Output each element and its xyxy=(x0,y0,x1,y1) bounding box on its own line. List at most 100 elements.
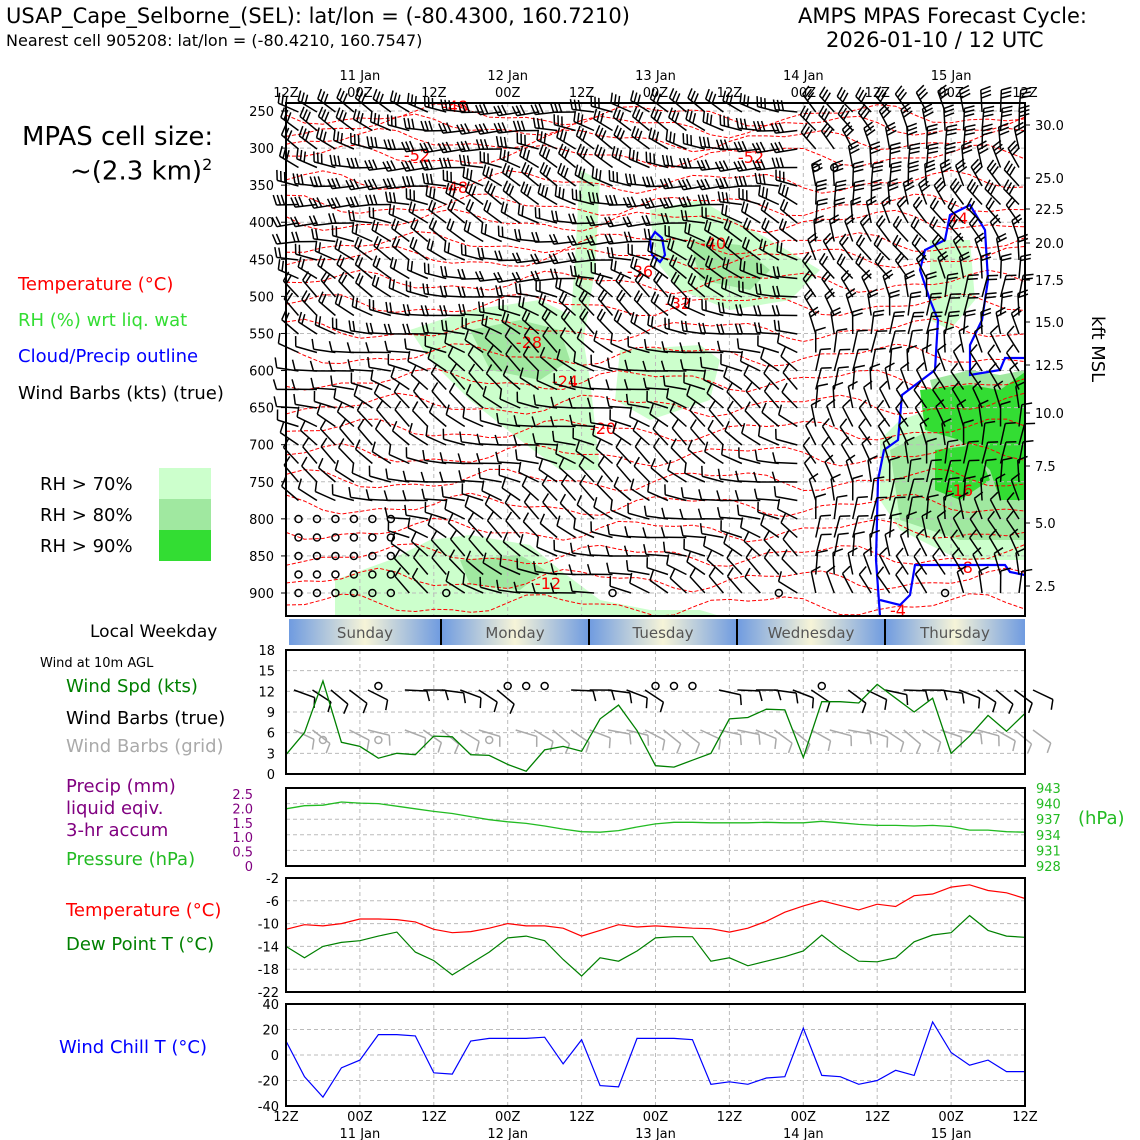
wind-barb xyxy=(758,184,780,206)
wind-barb xyxy=(687,88,706,113)
barb-shaft xyxy=(522,354,540,372)
barb-shaft xyxy=(851,349,859,372)
barb-flag xyxy=(406,259,410,270)
barb-flag xyxy=(857,89,865,100)
barb-flag xyxy=(1017,233,1028,239)
windchill-tick-label: 0 xyxy=(271,1049,279,1064)
wind-barb xyxy=(684,296,706,317)
barb-flag xyxy=(782,171,785,183)
wind-barb-10m xyxy=(441,689,467,704)
barb-flag xyxy=(642,377,647,389)
barb-flag xyxy=(498,250,503,261)
barb-flag xyxy=(538,103,544,114)
wind-barb xyxy=(980,85,992,113)
wind-barb xyxy=(576,143,595,169)
wind-barb xyxy=(389,256,410,280)
wind-barb xyxy=(851,514,869,538)
barb-shaft xyxy=(858,426,872,446)
barb-flag xyxy=(746,96,750,107)
barb-flag xyxy=(422,283,426,294)
barb-flag xyxy=(465,199,471,210)
barb-flag xyxy=(541,308,549,319)
barb-flag xyxy=(960,92,971,99)
wind-barb xyxy=(608,170,632,187)
barb-flag xyxy=(357,257,364,268)
barb-flag xyxy=(483,139,489,150)
barb-flag xyxy=(661,154,666,166)
wind-barb xyxy=(643,505,669,520)
kft-tick-label: 7.5 xyxy=(1035,460,1056,475)
barb-flag xyxy=(765,188,769,199)
barb-shaft xyxy=(888,330,896,353)
wind-barb xyxy=(384,191,410,206)
barb-flag xyxy=(869,145,881,151)
wind-barb xyxy=(720,444,743,465)
barb-flag xyxy=(464,181,470,192)
barb-flag xyxy=(274,357,278,368)
wind-barb xyxy=(738,280,761,298)
wind-barb xyxy=(640,197,669,209)
wind-barb xyxy=(851,364,865,390)
barb-flag xyxy=(733,161,740,172)
wind-barb xyxy=(1011,214,1023,242)
barb-flag xyxy=(982,127,993,132)
wind-barb xyxy=(904,270,916,298)
wind-barb xyxy=(354,88,373,113)
barb-flag xyxy=(755,142,762,153)
pressure-tick-label: 937 xyxy=(1036,813,1061,828)
barb-flag xyxy=(524,164,530,175)
barb-flag xyxy=(308,198,315,209)
barb-flag xyxy=(735,117,740,129)
barb-shaft xyxy=(906,348,909,372)
barb-flag xyxy=(291,359,296,371)
wind-barb xyxy=(442,169,465,187)
wind-barb xyxy=(807,232,819,261)
barb-flag xyxy=(372,159,378,170)
wind-barb xyxy=(276,169,299,187)
wind-barb xyxy=(815,179,827,205)
barb-flag xyxy=(958,325,969,332)
barb-flag xyxy=(687,223,691,235)
barb-flag xyxy=(637,130,643,141)
wind-barb xyxy=(775,428,798,446)
barb-flag xyxy=(627,502,630,514)
barb-flag xyxy=(937,84,947,92)
barb-flag xyxy=(294,196,300,207)
barb-flag xyxy=(505,183,512,194)
wind-barb xyxy=(447,346,466,372)
barb-flag xyxy=(738,280,740,292)
barb-flag xyxy=(818,105,825,116)
barb-flag xyxy=(585,215,592,226)
wind-barb xyxy=(803,288,817,316)
wind-barb xyxy=(836,86,854,113)
barb-flag xyxy=(937,184,946,193)
barb-flag xyxy=(385,699,389,711)
barb-flag xyxy=(674,93,681,104)
wind-barb xyxy=(1007,140,1020,168)
wind-barb xyxy=(970,158,983,187)
wind-barb xyxy=(557,143,577,169)
wind-barb xyxy=(851,308,863,335)
barb-flag xyxy=(442,157,448,168)
barb-flag xyxy=(316,197,323,208)
barb-flag xyxy=(845,128,855,138)
barb-shaft xyxy=(649,579,669,594)
barb-flag xyxy=(671,109,677,121)
barb-flag xyxy=(421,172,426,184)
barb-flag xyxy=(610,499,613,511)
cloud-outline-small xyxy=(648,230,667,264)
barb-shaft xyxy=(825,572,835,594)
barb-flag xyxy=(974,232,984,240)
wind-barb xyxy=(702,111,724,132)
wind-barb xyxy=(701,299,724,317)
barb-flag xyxy=(821,436,830,446)
wind-barb xyxy=(875,215,891,242)
barb-flag xyxy=(719,114,722,126)
barb-flag xyxy=(756,96,759,107)
top-time-tick-label: 00Z xyxy=(347,86,373,101)
barb-flag xyxy=(672,133,676,144)
wind-barb xyxy=(555,276,576,298)
wind-barb xyxy=(969,344,983,372)
barb-flag xyxy=(374,221,379,233)
barb-shaft xyxy=(810,404,817,427)
